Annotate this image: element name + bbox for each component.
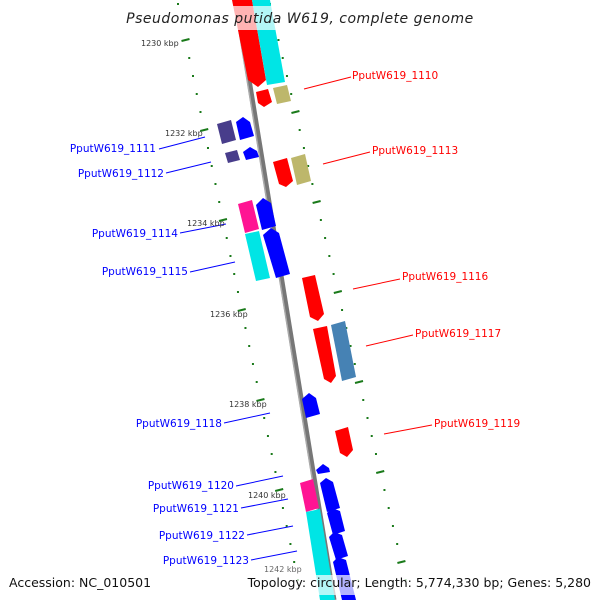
leader-1116 [352, 278, 401, 290]
major-tick [218, 218, 228, 222]
major-tick [256, 398, 265, 402]
gene-label-1112[interactable]: PputW619_1112 [78, 168, 164, 180]
gene-label-1113[interactable]: PputW619_1113 [372, 145, 458, 157]
gene-label-1123[interactable]: PputW619_1123 [163, 555, 249, 567]
accession-text: Accession: NC_010501 [9, 575, 151, 590]
leader-1115 [189, 261, 236, 273]
tick-label: 1240 kbp [248, 491, 286, 500]
leader-1114 [179, 223, 227, 234]
gene-arrow-1122[interactable] [327, 508, 345, 535]
gene-arrow-1118[interactable] [302, 393, 320, 418]
tick-track-left [177, 3, 299, 581]
gene-misc-steelblue-1117[interactable] [331, 321, 356, 381]
leader-1121 [240, 498, 289, 509]
tick-label: 1232 kbp [165, 129, 203, 138]
gene-misc-khaki[interactable] [273, 85, 291, 104]
major-tick [333, 290, 343, 294]
gene-label-1122[interactable]: PputW619_1122 [159, 530, 245, 542]
major-tick [397, 560, 406, 564]
major-tick [237, 308, 246, 312]
gene-misc-khaki-2[interactable] [291, 154, 311, 185]
gene-label-1121[interactable]: PputW619_1121 [153, 503, 239, 515]
leader-lines [158, 76, 433, 561]
gene-label-1115[interactable]: PputW619_1115 [102, 266, 188, 278]
major-tick [312, 200, 321, 204]
gene-label-1114[interactable]: PputW619_1114 [92, 228, 178, 240]
gene-arrow-1123[interactable] [329, 532, 348, 560]
major-tick [354, 380, 364, 384]
leader-1111 [158, 136, 206, 150]
gene-misc-magenta[interactable] [238, 200, 259, 233]
topology-text: Topology: circular; Length: 5,774,330 bp… [247, 575, 591, 590]
leader-1122 [246, 525, 294, 536]
major-tick [181, 38, 190, 42]
tick-label: 1238 kbp [229, 400, 267, 409]
gene-arrow-1114[interactable] [256, 198, 276, 230]
gene-arrow-1115[interactable] [263, 228, 290, 278]
genome-backbone [233, 0, 337, 600]
footer-backdrop [255, 575, 600, 595]
tick-label: 1236 kbp [210, 310, 248, 319]
tick-track-right [269, 3, 407, 581]
title-backdrop [140, 6, 460, 30]
gene-arrow-forward-2[interactable] [313, 326, 336, 383]
leader-1110 [303, 76, 352, 90]
leader-1120 [235, 475, 284, 487]
gene-arrow-1119[interactable] [335, 427, 353, 457]
gene-rna-2[interactable] [245, 231, 270, 281]
gene-arrow-1113[interactable] [273, 158, 293, 187]
gene-label-1116[interactable]: PputW619_1116 [402, 271, 488, 283]
leader-1119 [383, 424, 433, 435]
leader-1118 [223, 412, 271, 424]
major-tick [274, 488, 284, 492]
gene-arrow-1116[interactable] [302, 275, 324, 321]
gene-arrow-1110[interactable] [256, 89, 272, 107]
gene-arrow-1121[interactable] [320, 478, 340, 512]
tick-label: 1234 kbp [187, 219, 225, 228]
leader-1117 [365, 334, 414, 347]
leader-1112 [165, 161, 212, 174]
gene-misc-purple-2[interactable] [225, 150, 240, 163]
leader-1123 [250, 550, 298, 561]
tick-label: 1242 kbp [264, 565, 302, 574]
gene-arrow-1120[interactable] [316, 464, 330, 474]
major-tick [291, 110, 300, 114]
tick-label: 1230 kbp [141, 39, 179, 48]
gene-label-1119[interactable]: PputW619_1119 [434, 418, 520, 430]
map-title: Pseudomonas putida W619, complete genome [126, 11, 474, 27]
gene-arrow-1112[interactable] [243, 147, 259, 160]
gene-label-1110[interactable]: PputW619_1110 [352, 70, 438, 82]
gene-label-1120[interactable]: PputW619_1120 [148, 480, 234, 492]
gene-label-1111[interactable]: PputW619_1111 [70, 143, 156, 155]
major-tick [199, 128, 209, 132]
leader-1113 [322, 151, 371, 165]
gene-label-1117[interactable]: PputW619_1117 [415, 328, 501, 340]
gene-arrow-1111[interactable] [236, 117, 254, 140]
major-tick [375, 470, 385, 474]
gene-misc-purple[interactable] [217, 120, 236, 144]
gene-label-1118[interactable]: PputW619_1118 [136, 418, 222, 430]
gene-misc-magenta-2[interactable] [300, 479, 319, 512]
